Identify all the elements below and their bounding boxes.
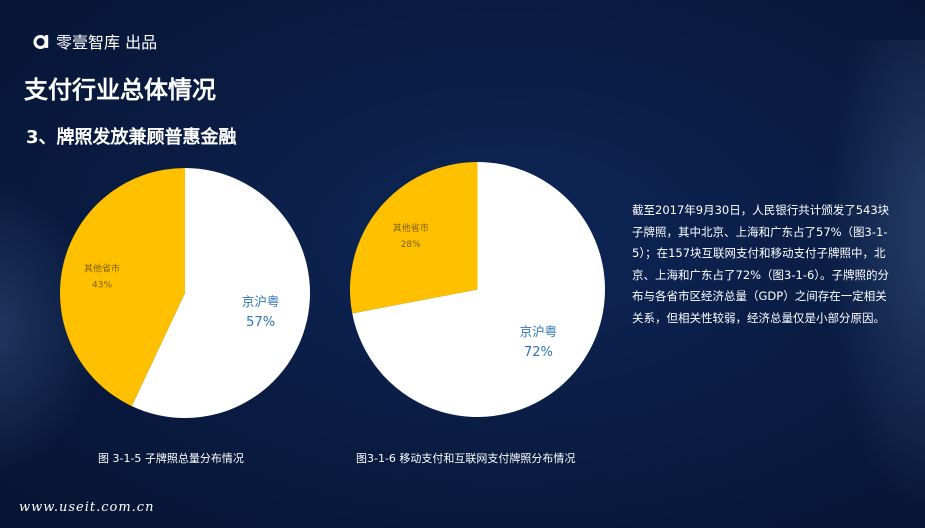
pie-slice-other-provinces xyxy=(59,168,185,407)
pie-slice-other-provinces xyxy=(350,162,478,314)
page-title: 支付行业总体情况 xyxy=(24,76,216,104)
chart-caption: 图 3-1-5 子牌照总量分布情况 xyxy=(98,452,244,465)
pie-chart-license-total: 京沪粤 57% 其他省市 43% xyxy=(59,168,310,418)
slice-value: 28% xyxy=(401,240,421,250)
slice-label: 京沪粤 xyxy=(242,294,280,309)
slice-label: 其他省市 xyxy=(393,222,429,234)
slice-label: 京沪粤 xyxy=(520,324,558,339)
letter-a-logo-icon xyxy=(33,35,49,49)
description-text: 截至2017年9月30日，人民银行共计颁发了543块子牌照，其中北京、上海和广东… xyxy=(632,203,890,325)
slice-value: 72% xyxy=(524,345,553,360)
footer-url: www.useit.com.cn xyxy=(19,500,155,515)
chart-caption: 图3-1-6 移动支付和互联网支付牌照分布情况 xyxy=(356,452,576,465)
pie-chart-mobile-internet-license: 京沪粤 72% 其他省市 28% xyxy=(350,162,605,417)
brand-text: 零壹智库 出品 xyxy=(56,33,158,52)
slice-label: 其他省市 xyxy=(84,262,120,274)
brand: 零壹智库 出品 xyxy=(32,31,158,52)
section-subtitle: 3、牌照发放兼顾普惠金融 xyxy=(26,127,237,148)
pie-slice-jinghuyue xyxy=(131,168,310,418)
pie-slice-jinghuyue xyxy=(352,162,605,417)
slice-value: 43% xyxy=(92,280,112,290)
slice-value: 57% xyxy=(246,315,275,330)
